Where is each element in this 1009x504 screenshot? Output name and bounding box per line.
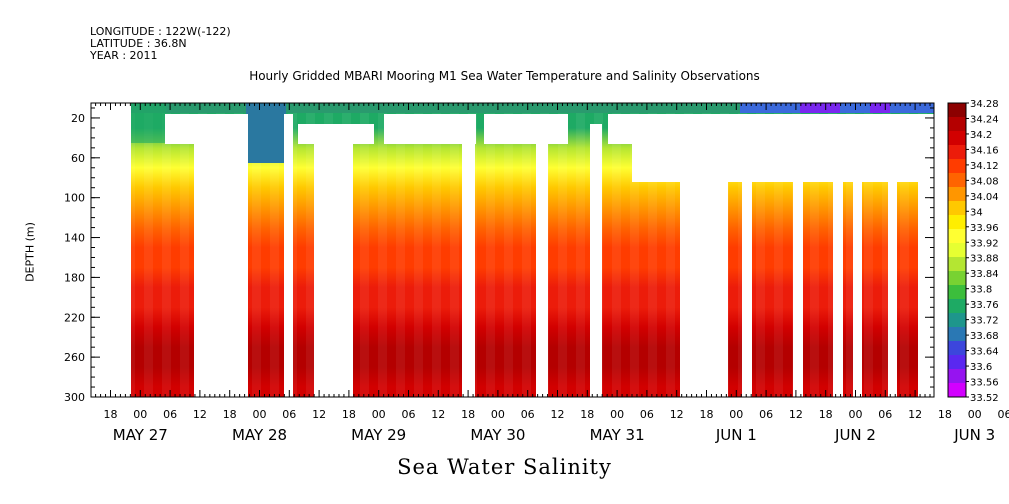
x-hour-label: 12 bbox=[193, 408, 207, 421]
colorbar-label: 34.12 bbox=[970, 161, 999, 172]
x-hour-label: 00 bbox=[372, 408, 386, 421]
x-day-label: MAY 28 bbox=[232, 426, 287, 444]
salinity-field bbox=[91, 103, 934, 397]
colorbar-label: 33.88 bbox=[970, 254, 999, 265]
colorbar-swatch bbox=[948, 131, 966, 146]
x-hour-label: 18 bbox=[223, 408, 237, 421]
colorbar-swatch bbox=[948, 215, 966, 230]
colorbar-label: 33.6 bbox=[970, 362, 992, 373]
y-tick-label: 100 bbox=[64, 192, 85, 205]
colorbar-label: 33.68 bbox=[970, 331, 999, 342]
x-hour-label: 12 bbox=[312, 408, 326, 421]
colorbar-swatch bbox=[948, 341, 966, 356]
x-hour-label: 12 bbox=[789, 408, 803, 421]
colorbar-swatch bbox=[948, 229, 966, 244]
x-hour-label: 18 bbox=[700, 408, 714, 421]
colorbar-swatch bbox=[948, 271, 966, 286]
x-hour-label: 18 bbox=[104, 408, 118, 421]
colorbar-swatch bbox=[948, 383, 966, 398]
x-hour-label: 12 bbox=[670, 408, 684, 421]
colorbar-label: 34.28 bbox=[970, 99, 999, 110]
x-hour-label: 12 bbox=[431, 408, 445, 421]
y-tick-label: 20 bbox=[71, 112, 85, 125]
colorbar-swatch bbox=[948, 257, 966, 272]
x-day-label: MAY 29 bbox=[351, 426, 406, 444]
x-hour-label: 00 bbox=[253, 408, 267, 421]
x-hour-label: 06 bbox=[640, 408, 654, 421]
colorbar-label: 33.64 bbox=[970, 347, 999, 358]
colorbar-label: 34 bbox=[970, 207, 983, 218]
colorbar-swatch bbox=[948, 355, 966, 370]
colorbar-swatch bbox=[948, 327, 966, 342]
colorbar-swatch bbox=[948, 187, 966, 202]
colorbar-label: 33.72 bbox=[970, 316, 999, 327]
colorbar-swatch bbox=[948, 243, 966, 258]
x-hour-label: 00 bbox=[610, 408, 624, 421]
colorbar-label: 33.52 bbox=[970, 393, 999, 404]
colorbar-label: 33.8 bbox=[970, 285, 992, 296]
x-hour-label: 00 bbox=[849, 408, 863, 421]
chart-title: Hourly Gridded MBARI Mooring M1 Sea Wate… bbox=[249, 69, 760, 83]
y-tick-label: 260 bbox=[64, 351, 85, 364]
x-hour-label: 00 bbox=[729, 408, 743, 421]
colorbar-label: 34.08 bbox=[970, 176, 999, 187]
x-day-label: MAY 31 bbox=[590, 426, 645, 444]
axes: 20 60 100 140 180 220 260 300 18 00 06 12 18 00 06 12 18… bbox=[64, 103, 1009, 444]
latitude-label: LATITUDE : 36.8N bbox=[90, 37, 187, 50]
colorbar-swatch bbox=[948, 285, 966, 300]
x-hour-label: 00 bbox=[491, 408, 505, 421]
x-hour-label: 00 bbox=[133, 408, 147, 421]
x-hour-label: 06 bbox=[759, 408, 773, 421]
colorbar-label: 34.16 bbox=[970, 145, 999, 156]
x-hour-label: 18 bbox=[938, 408, 952, 421]
x-hour-label: 12 bbox=[551, 408, 565, 421]
y-tick-label: 300 bbox=[64, 391, 85, 404]
x-axis-title: Sea Water Salinity bbox=[397, 455, 612, 479]
colorbar-label: 33.96 bbox=[970, 223, 999, 234]
x-day-label: JUN 3 bbox=[953, 426, 995, 444]
x-hour-label: 06 bbox=[282, 408, 296, 421]
colorbar-swatch bbox=[948, 173, 966, 188]
x-hour-label: 18 bbox=[342, 408, 356, 421]
year-label: YEAR : 2011 bbox=[90, 49, 158, 62]
x-hour-label: 06 bbox=[163, 408, 177, 421]
colorbar-swatch bbox=[948, 201, 966, 216]
colorbar-label: 34.04 bbox=[970, 192, 999, 203]
x-day-label: JUN 2 bbox=[834, 426, 876, 444]
missing-data bbox=[91, 103, 934, 397]
x-hour-label: 06 bbox=[402, 408, 416, 421]
colorbar-label: 33.56 bbox=[970, 378, 999, 389]
colorbar-label: 34.24 bbox=[970, 114, 999, 125]
x-hour-label: 18 bbox=[580, 408, 594, 421]
x-hour-label: 06 bbox=[998, 408, 1009, 421]
x-day-label: MAY 27 bbox=[113, 426, 168, 444]
x-day-label: JUN 1 bbox=[715, 426, 757, 444]
colorbar-label: 33.84 bbox=[970, 269, 999, 280]
longitude-label: LONGITUDE : 122W(-122) bbox=[90, 25, 231, 38]
colorbar-swatch bbox=[948, 299, 966, 314]
x-hour-label: 12 bbox=[908, 408, 922, 421]
x-hour-label: 00 bbox=[968, 408, 982, 421]
x-day-label: MAY 30 bbox=[470, 426, 525, 444]
x-hour-label: 06 bbox=[878, 408, 892, 421]
colorbar-swatch bbox=[948, 117, 966, 132]
colorbar-label: 33.92 bbox=[970, 238, 999, 249]
colorbar-frame bbox=[947, 102, 967, 398]
x-hour-label: 06 bbox=[521, 408, 535, 421]
y-tick-label: 180 bbox=[64, 271, 85, 284]
colorbar-swatch bbox=[948, 369, 966, 384]
colorbar-swatch bbox=[948, 313, 966, 328]
colorbar-label: 33.76 bbox=[970, 300, 999, 311]
x-hour-label: 18 bbox=[819, 408, 833, 421]
colorbar: 34.28 34.24 34.2 34.16 34.12 34.08 34.04 34 33.9… bbox=[947, 99, 999, 404]
y-tick-label: 60 bbox=[71, 152, 85, 165]
colorbar-swatch bbox=[948, 159, 966, 174]
colorbar-label: 34.2 bbox=[970, 130, 992, 141]
y-tick-label: 220 bbox=[64, 311, 85, 324]
colorbar-swatch bbox=[948, 103, 966, 118]
x-hour-label: 18 bbox=[461, 408, 475, 421]
y-tick-label: 140 bbox=[64, 232, 85, 245]
colorbar-swatch bbox=[948, 145, 966, 160]
